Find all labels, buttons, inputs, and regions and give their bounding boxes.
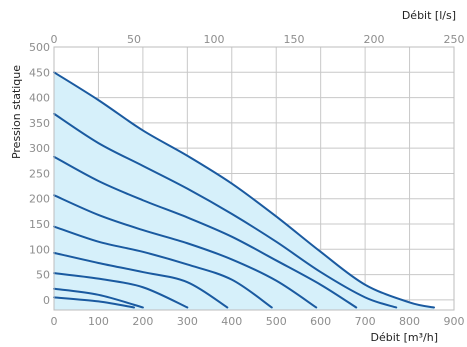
x2-tick-label-2: 100: [204, 33, 225, 46]
y-tick-label-8: 400: [29, 92, 50, 105]
x2-tick-label-3: 150: [284, 33, 305, 46]
x-tick-label-1: 100: [88, 315, 109, 328]
series-line-3: [53, 155, 358, 309]
y-tick-label-7: 350: [29, 117, 50, 130]
x2-tick-label-4: 200: [364, 33, 385, 46]
operating-area: [54, 72, 434, 311]
y-tick-label-5: 250: [29, 167, 50, 180]
x-axis-title: Débit [m³/h]: [371, 331, 438, 344]
x-tick-label-7: 700: [355, 315, 376, 328]
y-tick-label-4: 200: [29, 193, 50, 206]
y-tick-label-9: 450: [29, 66, 50, 79]
x2-tick-label-0: 0: [51, 33, 58, 46]
x2-tick-labels: 0 50 100 150 200 250: [51, 33, 465, 46]
series-line-8: [53, 287, 144, 309]
x2-tick-label-5: 250: [444, 33, 465, 46]
y-tick-label-3: 150: [29, 218, 50, 231]
y-tick-label-0: 0: [43, 294, 50, 307]
x-tick-label-3: 300: [177, 315, 198, 328]
series-line-7: [53, 272, 189, 309]
curves: [53, 71, 435, 309]
series-line-6: [53, 251, 229, 309]
x-tick-label-2: 200: [132, 315, 153, 328]
series-line-1: [53, 71, 435, 309]
x-tick-label-9: 900: [444, 315, 465, 328]
plot-frame: [53, 46, 455, 311]
x2-tick-label-1: 50: [127, 33, 141, 46]
plot-border: [53, 46, 455, 311]
x2-axis-title: Débit [l/s]: [402, 9, 456, 22]
y-tick-label-10: 500: [29, 41, 50, 54]
series-line-4: [53, 194, 318, 309]
series-line-5: [53, 225, 273, 309]
y-tick-labels: 0 50 100 150 200 250 300 350 400 450 500: [29, 41, 50, 307]
operating-area-fill: [54, 72, 434, 311]
x-tick-label-4: 400: [221, 315, 242, 328]
y-axis-title: Pression statique: [10, 65, 23, 159]
x-tick-label-0: 0: [51, 315, 58, 328]
x-tick-label-6: 600: [310, 315, 331, 328]
y-tick-label-1: 50: [36, 269, 50, 282]
series-line-2: [53, 112, 398, 309]
y-tick-label-2: 100: [29, 243, 50, 256]
x-tick-label-8: 800: [399, 315, 420, 328]
y-tick-label-6: 300: [29, 142, 50, 155]
x-tick-labels: 0 100 200 300 400 500 600 700 800 900: [51, 315, 465, 328]
series-line-9: [53, 296, 135, 309]
x-tick-label-5: 500: [266, 315, 287, 328]
